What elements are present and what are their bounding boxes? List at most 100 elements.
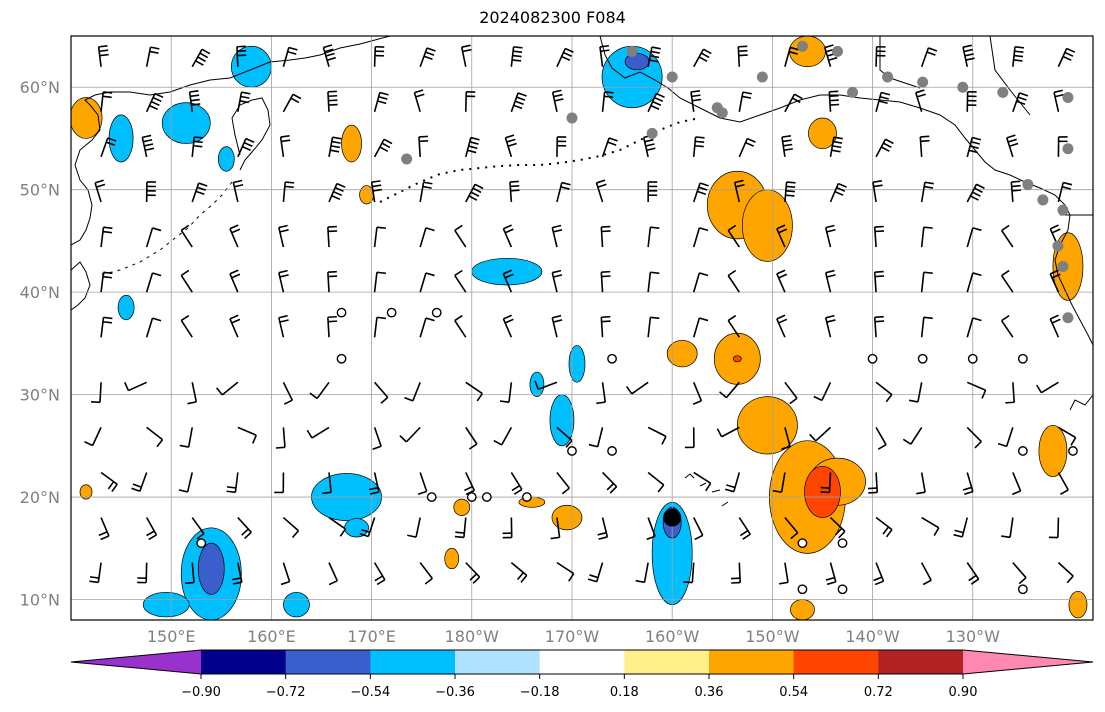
wind-barb (373, 138, 393, 158)
wind-barb (373, 226, 386, 248)
colorbar-extend-high (963, 650, 1093, 674)
anomaly-region (732, 355, 742, 363)
anomaly-region (217, 146, 235, 172)
wind-barb (647, 226, 660, 248)
anomaly-region (1068, 590, 1088, 619)
wind-barb (146, 426, 164, 448)
calm-marker (837, 538, 848, 549)
colorbar-segment (370, 650, 456, 674)
wind-barb (454, 314, 467, 338)
wind-barb (550, 517, 561, 540)
anomaly-region (568, 345, 586, 383)
wind-barb (407, 517, 421, 538)
hawaii-islands (684, 473, 729, 507)
colorbar-tick-label: −0.72 (266, 685, 306, 700)
wind-barb (1010, 180, 1022, 203)
wind-barb (966, 183, 985, 203)
anomaly-region (736, 396, 798, 455)
station-marker (847, 86, 859, 98)
wind-barb (464, 91, 476, 112)
wind-barb (90, 382, 102, 404)
anomaly-region (444, 547, 460, 570)
wind-barb (373, 91, 389, 113)
wind-barb (327, 315, 338, 338)
wind-barb (738, 91, 752, 112)
station-marker (1062, 312, 1074, 324)
calm-marker (567, 446, 577, 456)
anomaly-region (197, 542, 225, 595)
wind-barb (145, 517, 158, 541)
wind-barb (145, 46, 160, 67)
wind-barb (825, 562, 837, 586)
wind-barb (282, 181, 295, 203)
wind-barb (460, 44, 472, 67)
anomaly-region (624, 53, 650, 71)
wind-barb (372, 427, 382, 450)
wind-barb (873, 315, 885, 338)
calm-marker (607, 446, 617, 456)
station-marker (666, 71, 678, 83)
wind-barb (100, 271, 113, 293)
wind-barb (502, 314, 514, 338)
wind-barb (282, 46, 298, 67)
wind-barb (373, 381, 389, 404)
wind-barb (784, 381, 798, 405)
wind-barb (873, 225, 885, 248)
storm-center (663, 508, 682, 527)
station-marker (756, 71, 768, 83)
wind-barb (278, 314, 289, 338)
wind-barb (1057, 47, 1076, 68)
calm-marker (1068, 446, 1078, 456)
wind-barb (278, 224, 289, 248)
wind-barb (776, 314, 788, 338)
wind-barb (556, 426, 573, 448)
wind-barb (776, 224, 788, 248)
colorbar-segment (455, 650, 541, 674)
wind-barb (419, 181, 433, 203)
station-marker (832, 45, 843, 57)
station-marker (796, 40, 808, 52)
wind-barb (1053, 89, 1064, 112)
station-marker (997, 86, 1009, 98)
wind-barb (510, 92, 527, 113)
wind-barb (417, 472, 428, 496)
wind-barb (690, 89, 702, 112)
wind-barb (737, 45, 748, 67)
wind-barb (327, 270, 338, 293)
wind-barb (454, 224, 467, 248)
anomaly-region (453, 498, 471, 516)
wind-barb (727, 269, 740, 293)
wind-barb (510, 46, 523, 67)
wind-barb (373, 271, 386, 293)
wind-barb (724, 472, 741, 493)
wind-barb (275, 427, 286, 449)
wind-barb (915, 89, 926, 113)
wind-barb (1006, 134, 1019, 158)
storm-center-dot (663, 508, 682, 527)
wind-barb (966, 272, 982, 293)
wind-barb (322, 472, 332, 495)
wind-barb (920, 226, 933, 248)
wind-barb (693, 471, 712, 492)
wind-barb (89, 562, 102, 584)
wind-barb (454, 517, 467, 539)
wind-barb (908, 382, 923, 403)
wind-barb (306, 426, 330, 439)
wind-barb (180, 224, 193, 248)
wind-barb (145, 317, 162, 338)
wind-barb (100, 226, 113, 248)
wind-barb (359, 517, 376, 538)
wind-barb (953, 517, 969, 538)
wind-barb (966, 91, 977, 112)
wind-barb (179, 427, 194, 448)
anomaly-region (790, 599, 815, 620)
wind-barb (625, 381, 649, 395)
wind-barb (809, 426, 832, 442)
wind-barb (875, 91, 891, 113)
wind-barb (692, 317, 709, 338)
anomaly-region (341, 124, 362, 163)
colorbar-segment (878, 650, 964, 674)
map-frame (70, 35, 1094, 621)
wind-barb (322, 44, 336, 67)
